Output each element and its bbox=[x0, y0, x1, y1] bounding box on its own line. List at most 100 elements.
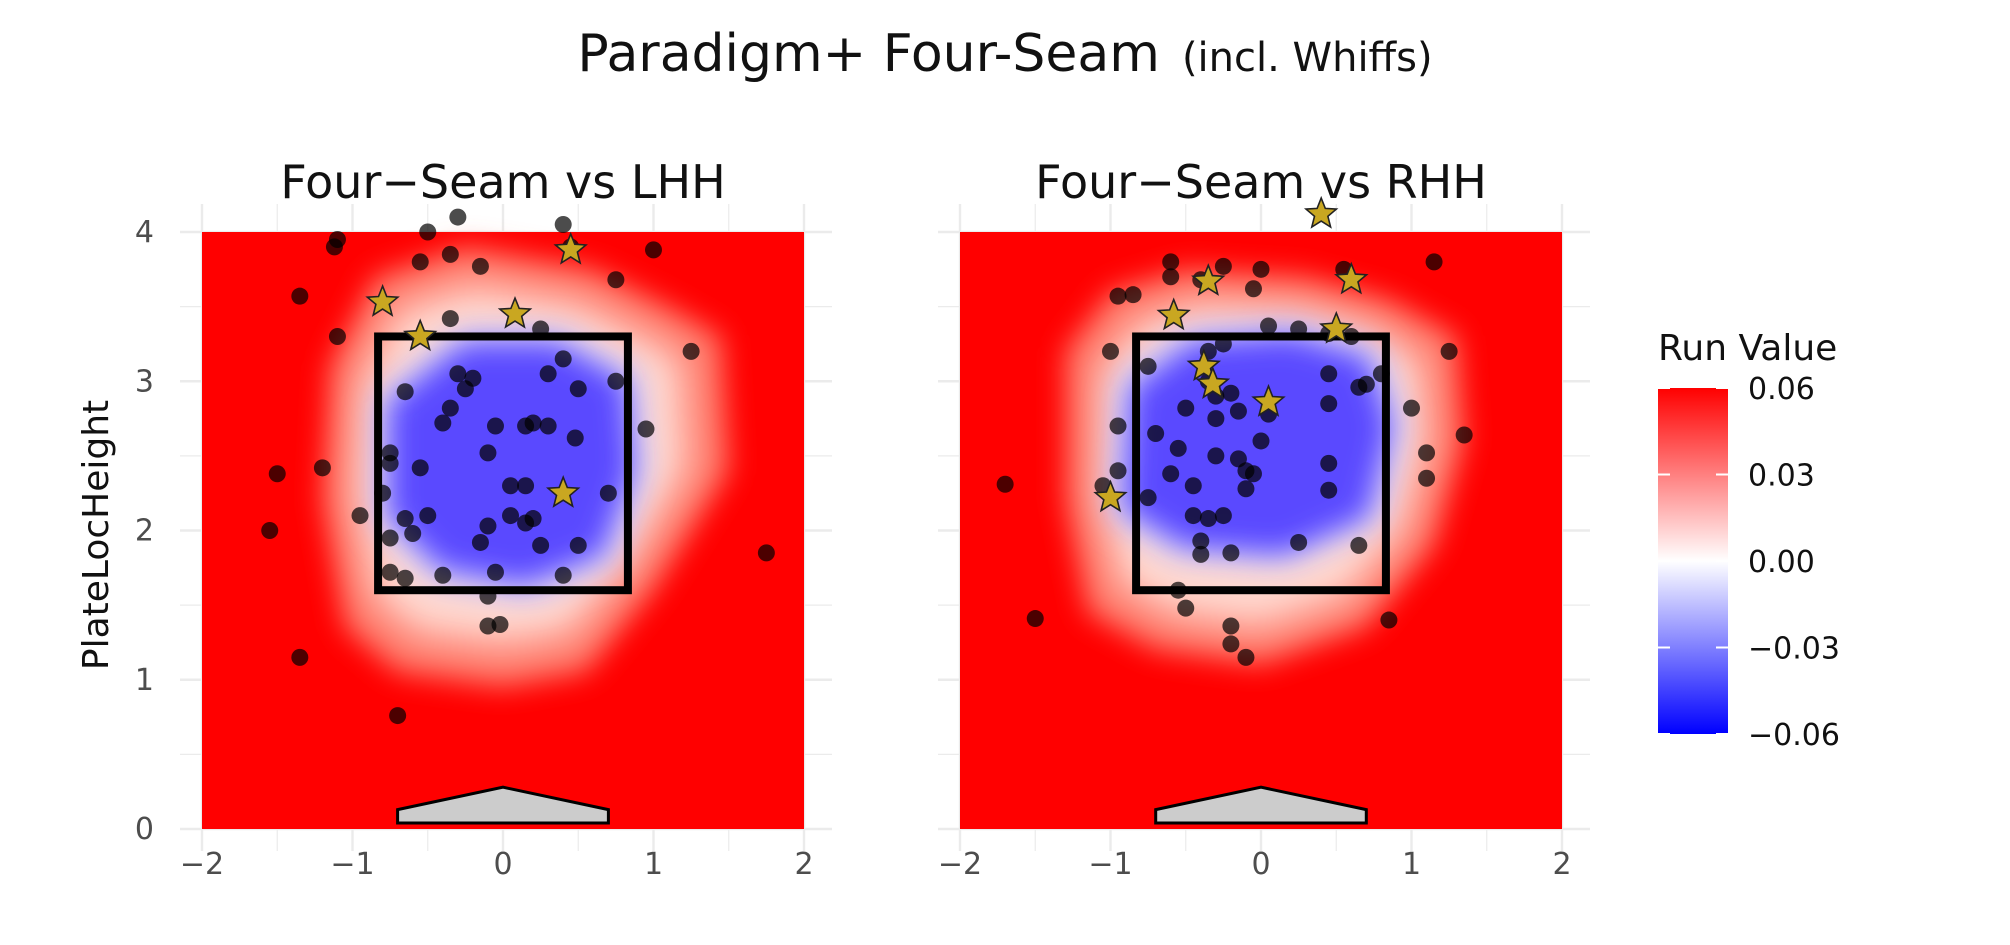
pitch-point bbox=[1162, 465, 1180, 483]
pitch-point bbox=[566, 429, 584, 447]
pitch-point bbox=[1169, 439, 1187, 457]
whiff-star bbox=[1093, 479, 1128, 513]
pitch-point bbox=[396, 569, 414, 587]
pitch-point bbox=[1184, 477, 1202, 495]
whiff-star bbox=[402, 318, 438, 352]
x-tick-label: −2 bbox=[180, 847, 224, 882]
pitch-point bbox=[1418, 444, 1436, 462]
pitch-point bbox=[1380, 611, 1398, 629]
x-tick-label: −1 bbox=[1088, 847, 1132, 882]
pitch-point bbox=[479, 444, 497, 462]
whiff-star bbox=[1191, 263, 1226, 296]
home-plate bbox=[1154, 785, 1368, 825]
pitch-point bbox=[1147, 424, 1165, 442]
pitch-point bbox=[1260, 317, 1278, 335]
pitch-point bbox=[524, 510, 542, 528]
legend-tick-label: 0.06 bbox=[1748, 372, 1815, 407]
pitch-point bbox=[1214, 507, 1232, 525]
pitch-point bbox=[491, 616, 509, 634]
pitch-point bbox=[1199, 510, 1217, 528]
pitch-point bbox=[1290, 533, 1308, 551]
pitch-point bbox=[291, 287, 309, 305]
panel-rhh: −2 −1 0 1 2 Four−Seam vs RHH bbox=[938, 155, 1590, 882]
legend: Run Value 0.06 0.03 0.00 −0.03 −0.06 bbox=[1658, 328, 1840, 753]
pitch-point bbox=[1214, 335, 1232, 353]
pitch-point bbox=[1162, 268, 1180, 286]
pitch-point bbox=[637, 420, 655, 438]
pitch-point bbox=[1222, 635, 1240, 653]
pitch-point bbox=[1320, 365, 1338, 383]
y-tick-label: 3 bbox=[135, 364, 154, 399]
whiff-star bbox=[1334, 261, 1369, 295]
pitch-point bbox=[554, 350, 572, 368]
pitch-point bbox=[607, 271, 625, 289]
facet-title: Four−Seam vs LHH bbox=[280, 155, 725, 209]
pitch-point bbox=[1109, 417, 1127, 435]
legend-tick-label: 0.00 bbox=[1748, 545, 1815, 580]
pitch-point bbox=[1192, 532, 1210, 550]
pitch-point bbox=[1403, 399, 1420, 417]
pitch-point bbox=[381, 454, 399, 472]
pitch-point bbox=[479, 587, 497, 605]
y-tick-label: 4 bbox=[135, 215, 154, 250]
pitch-point bbox=[419, 507, 437, 525]
pitch-point bbox=[1244, 280, 1262, 298]
pitch-point bbox=[486, 417, 504, 435]
pitch-point bbox=[471, 257, 489, 275]
y-tick-label: 1 bbox=[135, 663, 154, 698]
whiff-star bbox=[497, 295, 533, 329]
panel-lhh: −2 −1 0 1 2 0 1 2 3 4 Four−Seam vs LHH bbox=[135, 155, 832, 882]
pitch-point bbox=[517, 477, 535, 495]
pitch-point bbox=[532, 320, 550, 338]
pitch-point bbox=[645, 241, 662, 259]
x-tick-label: −1 bbox=[330, 847, 374, 882]
legend-tick-label: −0.03 bbox=[1748, 632, 1840, 667]
pitch-point bbox=[1207, 447, 1225, 465]
whiff-star bbox=[545, 475, 581, 508]
pitch-point bbox=[502, 477, 520, 495]
pitch-point bbox=[607, 372, 625, 390]
pitch-point bbox=[1350, 536, 1368, 554]
pitch-point bbox=[599, 484, 617, 502]
pitch-point bbox=[291, 648, 309, 666]
legend-tick-label: 0.03 bbox=[1748, 459, 1815, 494]
pitch-point bbox=[1177, 599, 1195, 617]
pitch-point bbox=[1222, 544, 1240, 562]
y-tick-label: 2 bbox=[135, 514, 154, 549]
pitch-point bbox=[1214, 257, 1232, 275]
x-tick-label: 0 bbox=[1251, 847, 1270, 882]
pitch-point bbox=[434, 566, 452, 584]
pitch-point bbox=[449, 208, 467, 226]
x-tick-label: −2 bbox=[938, 847, 982, 882]
pitch-point bbox=[1425, 253, 1443, 271]
pitch-point bbox=[389, 707, 407, 725]
whiff-star bbox=[1251, 383, 1286, 417]
pitch-point bbox=[1177, 399, 1195, 417]
pitch-point bbox=[441, 245, 459, 263]
pitch-point bbox=[328, 327, 346, 345]
pitch-point bbox=[1320, 454, 1338, 472]
chart-subtitle: (incl. Whiffs) bbox=[1181, 35, 1433, 81]
pitch-point bbox=[1455, 426, 1473, 444]
pitch-point bbox=[569, 380, 587, 398]
pitch-point bbox=[268, 465, 286, 483]
whiff-star bbox=[1186, 348, 1222, 382]
pitch-point bbox=[1184, 507, 1202, 525]
whiff-star bbox=[1156, 297, 1191, 331]
pitch-point bbox=[682, 342, 700, 360]
pitch-point bbox=[1237, 480, 1255, 498]
pitch-point bbox=[1026, 610, 1044, 628]
pitch-point bbox=[1222, 617, 1240, 635]
pitch-point bbox=[449, 365, 467, 383]
whiff-star bbox=[1318, 310, 1354, 344]
pitch-point bbox=[1192, 545, 1210, 563]
pitch-point bbox=[434, 414, 452, 432]
pitch-point bbox=[396, 383, 414, 401]
pitch-point bbox=[479, 517, 497, 535]
pitch-point bbox=[1109, 287, 1127, 305]
pitch-point bbox=[351, 507, 369, 525]
page-title: Paradigm+ Four-Seam (incl. Whiffs) bbox=[0, 24, 2010, 84]
pitch-point bbox=[1290, 320, 1308, 338]
strike-zone bbox=[374, 332, 632, 595]
pitch-point bbox=[1124, 286, 1142, 304]
